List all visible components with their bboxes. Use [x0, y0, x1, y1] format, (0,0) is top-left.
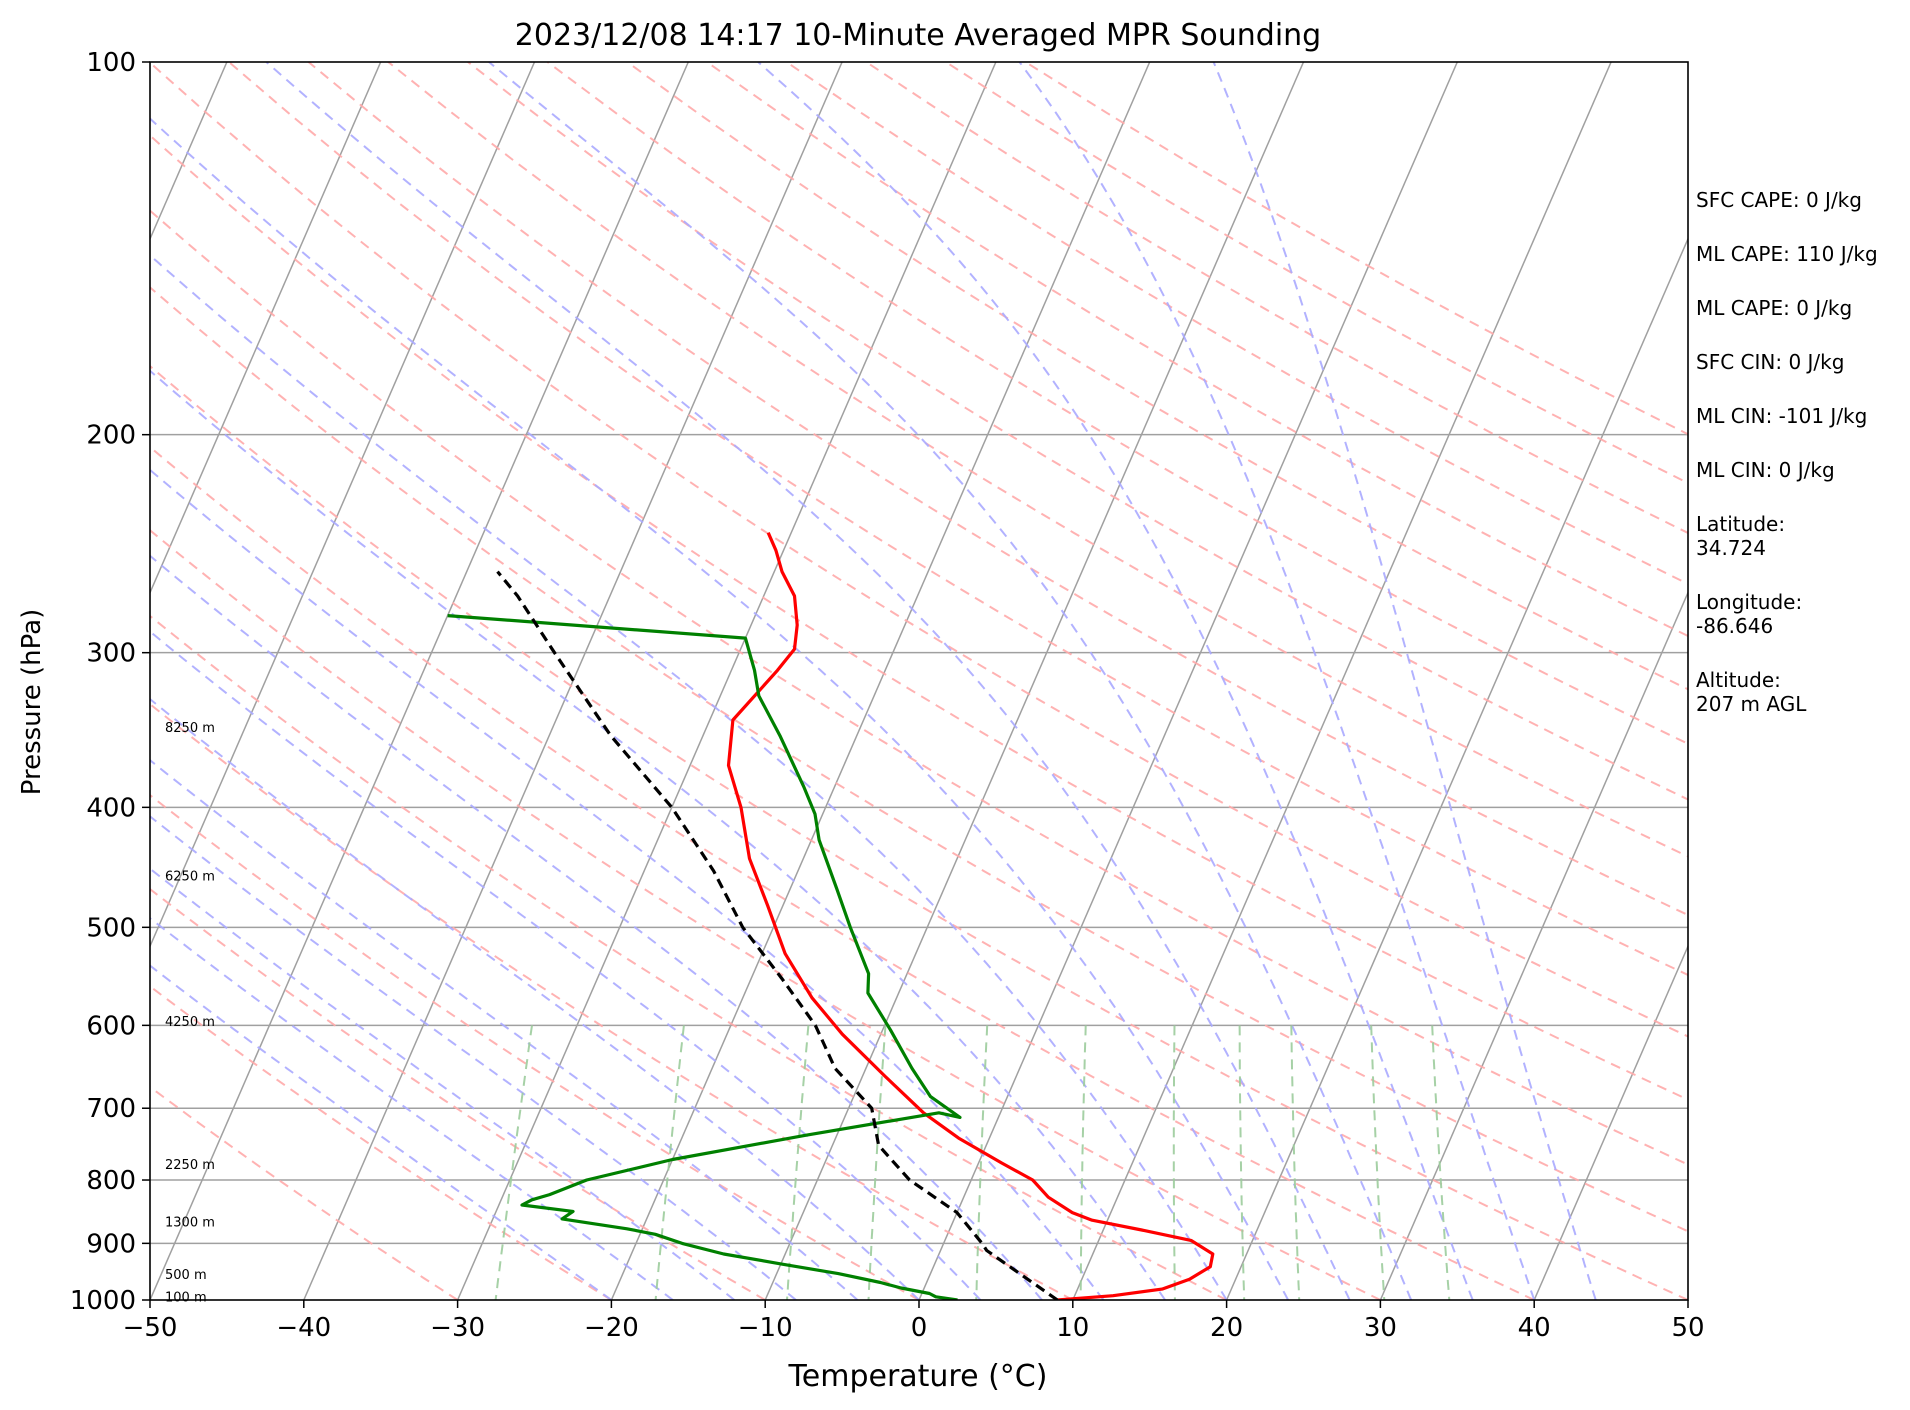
x-axis-label: Temperature (°C)	[788, 1359, 1048, 1394]
x-tick-label: 0	[911, 1313, 928, 1343]
isotherm-line	[304, 62, 842, 1300]
longitude-text: Longitude: -86.646	[1696, 590, 1906, 638]
isotherm-line	[765, 62, 1303, 1300]
plot-frame	[150, 62, 1688, 1300]
x-tick-label: 30	[1364, 1313, 1397, 1343]
isotherm-line	[611, 62, 1149, 1300]
y-tick-label: 700	[86, 1094, 136, 1124]
sounding-info-panel: SFC CAPE: 0 J/kg ML CAPE: 110 J/kg ML CA…	[1696, 188, 1906, 746]
sfc-cape-text: SFC CAPE: 0 J/kg	[1696, 188, 1906, 212]
height-label: 1300 m	[165, 1216, 215, 1231]
y-tick-label: 900	[86, 1229, 136, 1259]
moist-adiabat	[1214, 62, 1596, 1300]
mixing-ratio-line	[1081, 1025, 1086, 1300]
y-tick-label: 600	[86, 1011, 136, 1041]
ml-cape-text-2: ML CAPE: 0 J/kg	[1696, 296, 1906, 320]
mixing-ratio-line	[787, 1025, 808, 1300]
y-tick-label: 400	[86, 793, 136, 823]
dry-adiabat	[0, 62, 1073, 1300]
isotherm-line	[1073, 62, 1611, 1300]
height-label: 100 m	[165, 1290, 207, 1305]
chart-title: 2023/12/08 14:17 10-Minute Averaged MPR …	[515, 18, 1321, 53]
isotherm-line	[919, 62, 1457, 1300]
isotherm-line	[0, 62, 381, 1300]
y-tick-label: 1000	[70, 1286, 136, 1316]
isotherm-line	[458, 62, 996, 1300]
plot-area	[0, 62, 1910, 1300]
latitude-text: Latitude: 34.724	[1696, 512, 1906, 560]
y-axis-label: Pressure (hPa)	[17, 609, 47, 796]
x-tick-label: −20	[584, 1313, 639, 1343]
moist-adiabat	[0, 62, 1165, 1300]
moist-adiabat	[758, 62, 1473, 1300]
height-label: 2250 m	[165, 1158, 215, 1173]
dry-adiabat	[0, 62, 1688, 1300]
x-tick-label: −30	[430, 1313, 485, 1343]
height-label: 4250 m	[165, 1015, 215, 1030]
y-tick-label: 500	[86, 913, 136, 943]
mixing-ratio-line	[1371, 1025, 1384, 1300]
x-tick-label: 50	[1671, 1313, 1704, 1343]
isotherm-line	[1227, 62, 1765, 1300]
y-tick-label: 300	[86, 639, 136, 669]
dry-adiabat	[149, 62, 1910, 1300]
x-tick-label: 20	[1210, 1313, 1243, 1343]
height-label: 500 m	[165, 1268, 207, 1283]
y-tick-label: 200	[86, 421, 136, 451]
dry-adiabat	[0, 62, 1227, 1300]
moist-adiabat	[90, 62, 1288, 1300]
x-tick-label: 10	[1056, 1313, 1089, 1343]
y-tick-label: 100	[86, 48, 136, 78]
mixing-ratio-line	[976, 1025, 987, 1300]
dry-adiabat	[388, 62, 1910, 1300]
ml-cape-text: ML CAPE: 110 J/kg	[1696, 242, 1906, 266]
temperature-line	[729, 533, 1213, 1300]
ml-cin-text-2: ML CIN: 0 J/kg	[1696, 458, 1906, 482]
x-tick-label: −40	[276, 1313, 331, 1343]
altitude-text: Altitude: 207 m AGL	[1696, 668, 1906, 716]
moist-adiabat	[0, 62, 1227, 1300]
mixing-ratio-line	[1174, 1025, 1175, 1300]
height-label: 8250 m	[165, 721, 215, 736]
y-tick-label: 800	[86, 1166, 136, 1196]
ml-cin-text: ML CIN: -101 J/kg	[1696, 404, 1906, 428]
mixing-ratio-line	[496, 1025, 532, 1300]
sfc-cin-text: SFC CIN: 0 J/kg	[1696, 350, 1906, 374]
x-tick-label: −10	[738, 1313, 793, 1343]
x-tick-label: 40	[1518, 1313, 1551, 1343]
moist-adiabat	[0, 62, 1042, 1300]
moist-adiabat	[1020, 62, 1535, 1300]
mixing-ratio-line	[1240, 1025, 1245, 1300]
x-tick-label: −50	[123, 1313, 178, 1343]
dry-adiabat	[70, 62, 1910, 1300]
dry-adiabat	[0, 62, 458, 1300]
height-label: 6250 m	[165, 870, 215, 885]
